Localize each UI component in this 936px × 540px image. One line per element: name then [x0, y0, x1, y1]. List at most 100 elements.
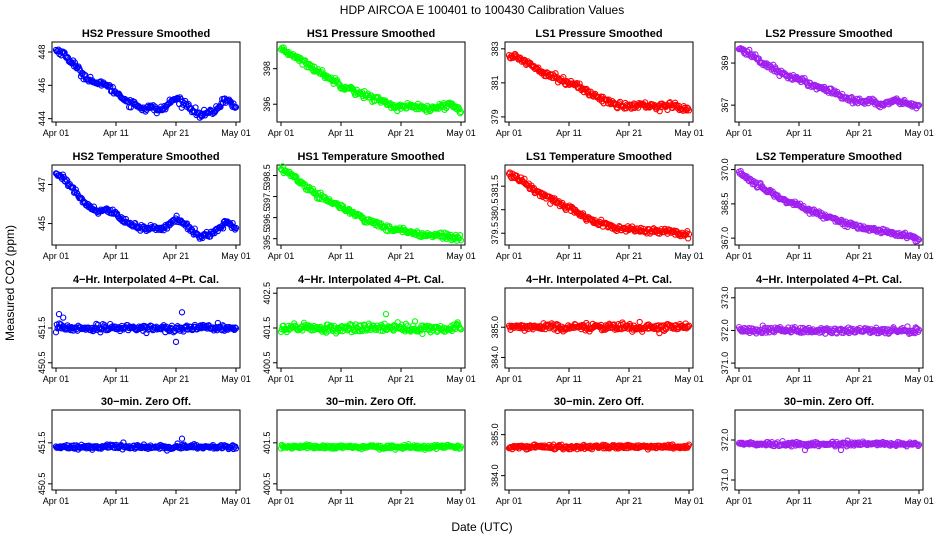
panel-1-2: HS1 Pressure Smoothed Apr 01 Apr 11 Apr 21 M… [262, 28, 476, 138]
data-point [147, 102, 154, 109]
x-tick-label: Apr 11 [786, 496, 812, 506]
y-tick-label: 379 [490, 109, 500, 124]
x-tick-label: Apr 21 [616, 128, 643, 138]
y-tick-label: 379.5 [490, 222, 500, 245]
data-points [52, 309, 240, 346]
plot-frame [276, 41, 466, 123]
x-tick-label: May 01 [446, 496, 476, 506]
x-tick-label: Apr 21 [616, 374, 643, 384]
plot-frame [276, 409, 466, 491]
data-point [685, 441, 693, 448]
x-tick-label: May 01 [674, 128, 704, 138]
plot-frame [504, 41, 694, 123]
panel-title: LS1 Pressure Smoothed [535, 28, 662, 40]
x-tick-label: Apr 11 [328, 374, 354, 384]
data-points [52, 435, 240, 454]
x-tick-label: May 01 [446, 374, 476, 384]
data-points [52, 46, 240, 121]
x-tick-label: Apr 01 [726, 496, 753, 506]
data-point [277, 328, 285, 336]
y-tick-label: 370.0 [720, 158, 730, 181]
panels-grid: HS2 Pressure Smoothed Apr 01 Apr 11 Apr 21 M… [37, 28, 934, 506]
y-tick-label: 384.0 [490, 346, 500, 369]
data-point [232, 104, 240, 111]
panel-title: 30−min. Zero Off. [554, 396, 644, 408]
data-point [684, 235, 692, 242]
panel-title: 4−Hr. Interpolated 4−Pt. Cal. [73, 274, 219, 286]
data-point [904, 323, 911, 330]
x-tick-label: Apr 21 [388, 251, 415, 261]
data-point [232, 224, 240, 232]
panel-3-3: 4−Hr. Interpolated 4−Pt. Cal. Apr 01 Apr 1… [490, 274, 704, 384]
data-point [292, 172, 299, 180]
y-tick-label: 402.5 [262, 282, 272, 305]
data-point [411, 318, 419, 325]
data-point [97, 329, 104, 336]
y-tick-label: 372.0 [720, 429, 730, 452]
data-point [915, 236, 923, 243]
y-tick-label: 396 [262, 97, 272, 112]
data-points [505, 50, 693, 115]
data-point [232, 325, 240, 332]
plot-frame [734, 41, 924, 123]
data-point [457, 443, 465, 450]
data-points [505, 318, 693, 337]
x-tick-label: Apr 01 [268, 251, 295, 261]
plot-frame [734, 164, 924, 246]
data-point [178, 309, 186, 316]
panel-4-3: 30−min. Zero Off. Apr 01 Apr 11 Apr 21 May 0… [490, 396, 704, 506]
x-tick-label: May 01 [904, 374, 934, 384]
data-point [685, 322, 693, 329]
x-tick-label: Apr 21 [388, 128, 415, 138]
data-point [683, 107, 690, 114]
x-tick-label: Apr 01 [726, 251, 753, 261]
data-point [172, 338, 180, 346]
x-tick-label: May 01 [221, 251, 251, 261]
data-point [456, 110, 464, 117]
data-points [277, 441, 465, 453]
data-point [801, 74, 808, 82]
panel-title: HS2 Temperature Smoothed [72, 151, 219, 163]
data-point [801, 446, 809, 454]
x-tick-label: Apr 11 [556, 496, 582, 506]
y-tick-label: 373.0 [720, 287, 730, 310]
y-tick-label: 367.0 [720, 227, 730, 250]
x-tick-label: Apr 11 [556, 374, 582, 384]
x-tick-label: Apr 21 [846, 374, 873, 384]
x-tick-label: Apr 21 [846, 496, 873, 506]
data-point [685, 231, 693, 238]
data-point [397, 325, 405, 332]
x-tick-label: Apr 11 [328, 128, 354, 138]
data-points [277, 310, 465, 338]
panel-title: 30−min. Zero Off. [784, 396, 874, 408]
data-point [61, 177, 68, 185]
data-point [457, 326, 465, 333]
data-point [158, 323, 166, 330]
x-tick-label: Apr 01 [726, 374, 753, 384]
plot-frame [504, 409, 694, 491]
data-points [735, 437, 923, 454]
x-tick-label: Apr 11 [556, 251, 582, 261]
panel-title: 4−Hr. Interpolated 4−Pt. Cal. [526, 274, 672, 286]
data-points [277, 44, 465, 117]
data-point [914, 102, 922, 110]
data-points [505, 169, 693, 242]
x-tick-label: May 01 [674, 251, 704, 261]
panel-2-4: LS2 Temperature Smoothed Apr 01 Apr 11 Apr … [720, 151, 934, 261]
y-tick-label: 401.5 [262, 317, 272, 340]
panel-1-1: HS2 Pressure Smoothed Apr 01 Apr 11 Apr 21 M… [37, 28, 251, 138]
y-tick-label: 398 [262, 61, 272, 76]
panel-4-2: 30−min. Zero Off. Apr 01 Apr 11 Apr 21 May 0… [262, 396, 476, 506]
panel-title: HS2 Pressure Smoothed [82, 28, 210, 40]
data-point [192, 104, 199, 111]
data-point [71, 59, 79, 66]
data-point [165, 220, 172, 228]
y-tick-label: 371.0 [720, 352, 730, 375]
x-tick-label: Apr 11 [328, 251, 354, 261]
y-tick-label: 384.0 [490, 464, 500, 487]
x-tick-label: Apr 01 [43, 251, 70, 261]
data-point [132, 220, 139, 227]
y-tick-label: 369 [720, 56, 730, 71]
x-tick-label: Apr 21 [163, 251, 190, 261]
panel-3-4: 4−Hr. Interpolated 4−Pt. Cal. Apr 01 Apr 1… [720, 274, 934, 384]
